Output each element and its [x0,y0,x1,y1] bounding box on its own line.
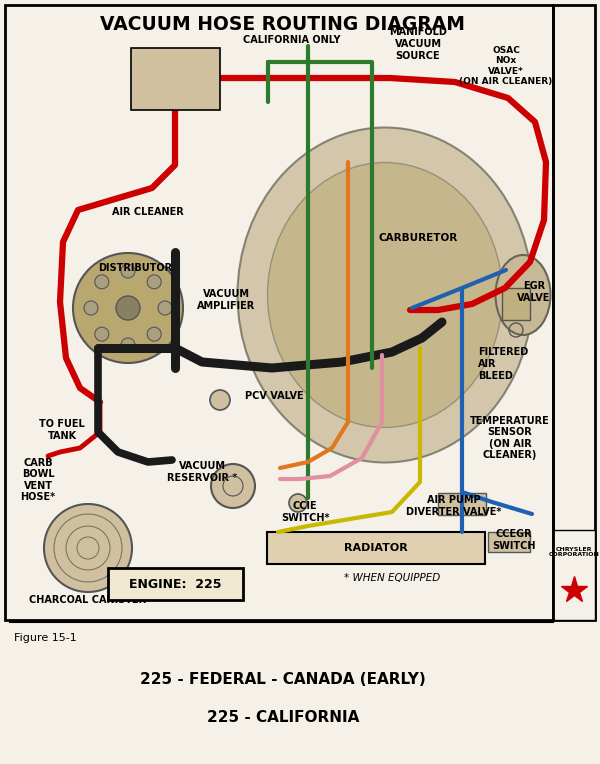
Text: CCIE
SWITCH*: CCIE SWITCH* [281,501,329,523]
Text: CHRYSLER
CORPORATION: CHRYSLER CORPORATION [548,546,599,558]
Text: PCV VALVE: PCV VALVE [245,391,304,401]
Text: Figure 15-1: Figure 15-1 [14,633,77,643]
Ellipse shape [238,128,533,462]
Text: MANIFOLD
VACUUM
SOURCE: MANIFOLD VACUUM SOURCE [389,28,447,60]
Text: 40069: 40069 [566,134,581,186]
Circle shape [121,264,135,278]
Bar [108,568,243,600]
Bar [5,5,553,620]
Circle shape [289,494,307,512]
Bar [502,288,530,320]
Text: DISTRIBUTOR: DISTRIBUTOR [98,263,172,273]
Text: 51: 51 [560,47,589,89]
Circle shape [210,390,230,410]
Text: CALIFORNIA ONLY: CALIFORNIA ONLY [243,35,341,45]
Circle shape [116,296,140,320]
Bar [553,530,595,620]
Circle shape [121,338,135,352]
Bar [488,532,530,552]
Text: CHARCOAL CANISTER: CHARCOAL CANISTER [29,595,146,605]
Text: * WHEN EQUIPPED: * WHEN EQUIPPED [344,573,440,583]
Circle shape [44,504,132,592]
Text: AIR CLEANER: AIR CLEANER [112,207,184,217]
Circle shape [147,327,161,342]
Circle shape [84,301,98,315]
Text: VACUUM
SOLENOID
VALVE: VACUUM SOLENOID VALVE [144,56,200,89]
Text: TO FUEL
TANK: TO FUEL TANK [39,419,85,441]
Text: 225 - CALIFORNIA: 225 - CALIFORNIA [207,711,359,726]
Circle shape [73,253,183,363]
Text: VACUUM
RESERVOIR *: VACUUM RESERVOIR * [167,461,237,483]
Text: VACUUM
AMPLIFIER: VACUUM AMPLIFIER [197,290,255,311]
Text: VACUUM HOSE ROUTING DIAGRAM: VACUUM HOSE ROUTING DIAGRAM [101,15,466,34]
FancyBboxPatch shape [131,48,220,110]
Text: EGR
VALVE: EGR VALVE [517,281,551,303]
Text: RADIATOR: RADIATOR [344,543,408,553]
Circle shape [158,301,172,315]
Bar [438,493,486,515]
Circle shape [95,327,109,342]
Text: ENGINE:  225: ENGINE: 225 [129,578,221,591]
Circle shape [211,464,255,508]
Bar [267,532,485,564]
Text: CARBURETOR: CARBURETOR [379,233,458,243]
Circle shape [147,275,161,289]
Text: 225 - FEDERAL - CANADA (EARLY): 225 - FEDERAL - CANADA (EARLY) [140,672,426,688]
Circle shape [95,275,109,289]
Text: TEMPERATURE
SENSOR
(ON AIR
CLEANER): TEMPERATURE SENSOR (ON AIR CLEANER) [470,416,550,461]
Ellipse shape [496,255,551,335]
Text: CARB
BOWL
VENT
HOSE*: CARB BOWL VENT HOSE* [20,458,56,503]
Text: FILTERED
AIR
BLEED: FILTERED AIR BLEED [478,348,528,380]
Ellipse shape [268,163,503,428]
Text: OSAC
NOx
VALVE*
(ON AIR CLEANER): OSAC NOx VALVE* (ON AIR CLEANER) [460,46,553,86]
Bar [553,5,595,620]
Text: CCEGR
SWITCH: CCEGR SWITCH [492,529,536,551]
Text: AIR PUMP
DIVERTER VALVE*: AIR PUMP DIVERTER VALVE* [406,495,502,516]
